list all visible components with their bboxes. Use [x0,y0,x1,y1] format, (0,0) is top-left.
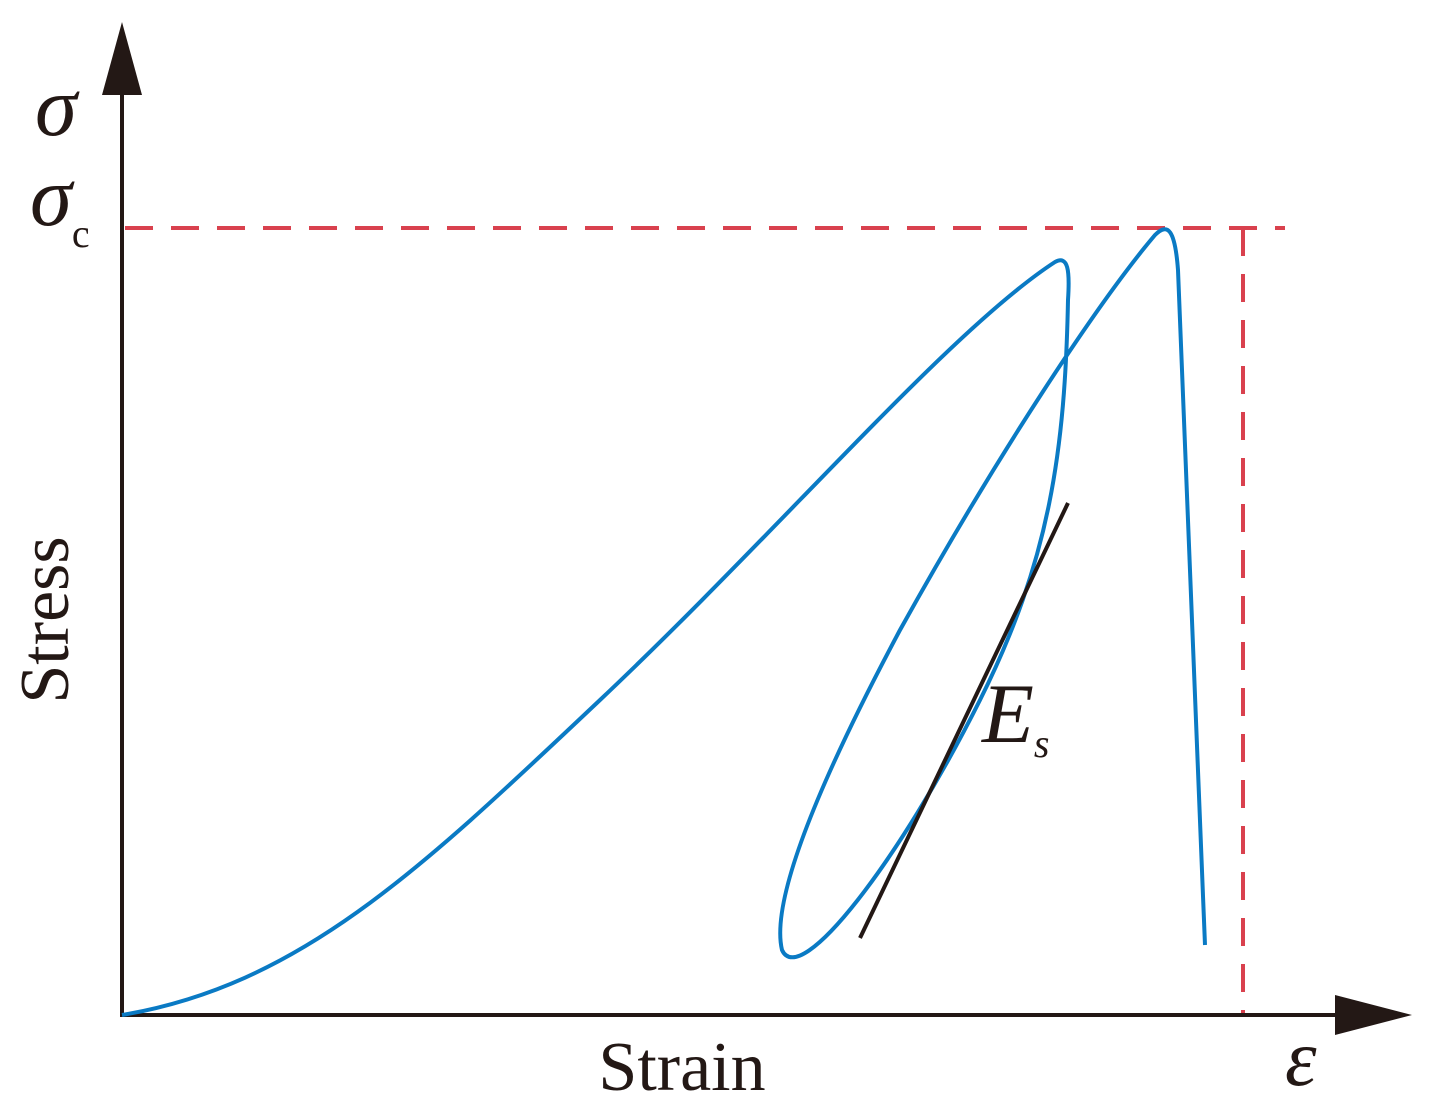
x-axis-arrow [1335,995,1412,1035]
y-symbol: σ [35,60,80,154]
stress-strain-curve [121,227,1207,1017]
x-symbol: ε [1285,1015,1317,1103]
peak-subscript: c [72,211,90,256]
x-label: Strain [598,1029,765,1106]
y-axis-arrow [102,22,142,95]
modulus-label: Es [981,667,1050,766]
y-label: Stress [7,536,84,703]
modulus-symbol: E [981,667,1034,761]
peak-label: σc [30,150,90,256]
modulus-subscript: s [1034,721,1050,766]
tangent-line [858,502,1070,939]
peak-symbol: σ [30,150,75,244]
